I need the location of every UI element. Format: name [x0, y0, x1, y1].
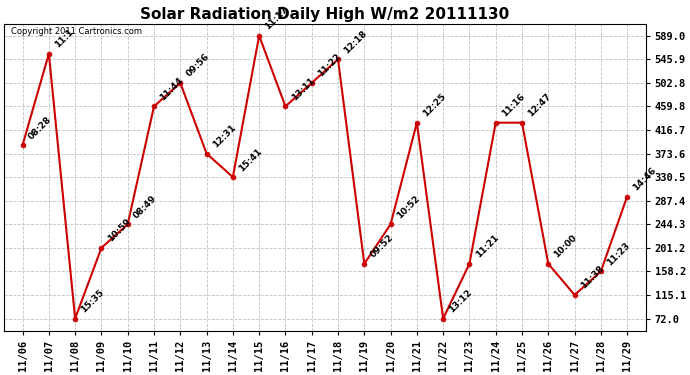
Text: 11:16: 11:16	[500, 92, 526, 118]
Text: 14:46: 14:46	[631, 166, 658, 192]
Text: 10:52: 10:52	[395, 194, 422, 220]
Text: 10:59: 10:59	[106, 217, 132, 244]
Text: Copyright 2011 Cartronics.com: Copyright 2011 Cartronics.com	[10, 27, 141, 36]
Text: 11:21: 11:21	[473, 233, 500, 260]
Text: 13:12: 13:12	[447, 288, 474, 314]
Title: Solar Radiation Daily High W/m2 20111130: Solar Radiation Daily High W/m2 20111130	[140, 7, 509, 22]
Text: 11:22: 11:22	[316, 52, 342, 79]
Text: 08:49: 08:49	[132, 194, 159, 220]
Text: 11:17: 11:17	[264, 5, 290, 32]
Text: 09:56: 09:56	[184, 52, 211, 79]
Text: 12:25: 12:25	[421, 92, 448, 118]
Text: 08:28: 08:28	[27, 114, 53, 141]
Text: 09:52: 09:52	[368, 233, 395, 260]
Text: 12:31: 12:31	[210, 123, 237, 149]
Text: 11:38: 11:38	[579, 264, 605, 291]
Text: 15:41: 15:41	[237, 146, 264, 173]
Text: 10:00: 10:00	[553, 233, 579, 260]
Text: 11:1: 11:1	[53, 27, 75, 50]
Text: 12:18: 12:18	[342, 28, 368, 55]
Text: 11:23: 11:23	[605, 241, 631, 267]
Text: 11:44: 11:44	[158, 75, 185, 102]
Text: 15:35: 15:35	[79, 288, 106, 314]
Text: 12:47: 12:47	[526, 92, 553, 118]
Text: 13:11: 13:11	[290, 76, 316, 102]
